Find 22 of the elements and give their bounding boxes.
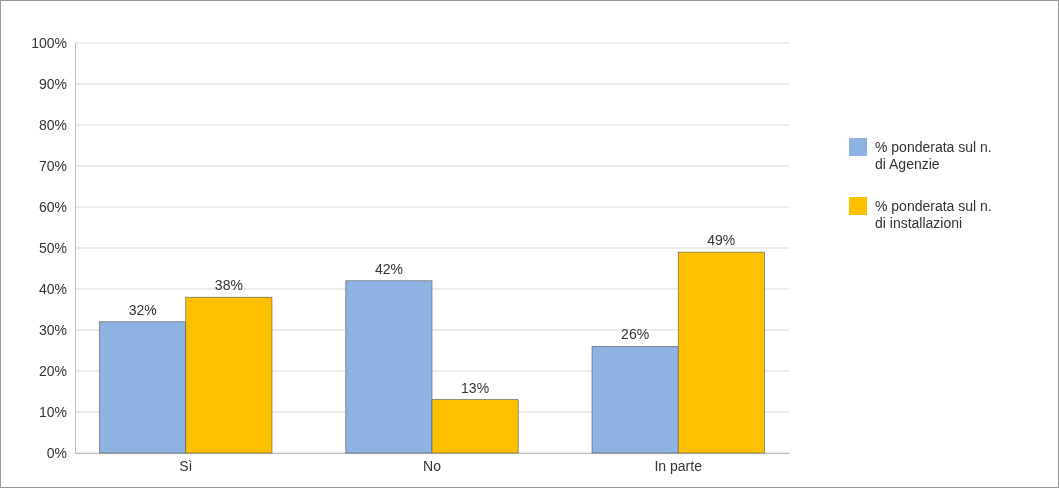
x-tick-label: No — [423, 457, 442, 474]
y-tick-label: 10% — [38, 403, 67, 420]
x-tick-label: In parte — [654, 457, 703, 474]
data-label: 42% — [374, 260, 403, 277]
y-tick-label: 60% — [38, 198, 67, 215]
x-tick-label: Sì — [179, 457, 193, 474]
legend-label: % ponderata sul n. di installazioni — [875, 197, 992, 231]
y-tick-label: 20% — [38, 362, 67, 379]
y-tick-label: 80% — [38, 116, 67, 133]
data-label: 32% — [128, 301, 157, 318]
y-tick-label: 50% — [38, 239, 67, 256]
data-label: 26% — [621, 326, 650, 343]
legend-label: % ponderata sul n. di Agenzie — [875, 138, 992, 172]
y-tick-label: 30% — [38, 321, 67, 338]
data-label: 49% — [707, 232, 736, 249]
y-tick-label: 100% — [31, 34, 67, 51]
data-label: 13% — [461, 379, 490, 396]
y-tick-label: 40% — [38, 280, 67, 297]
y-tick-label: 0% — [46, 444, 67, 461]
y-tick-label: 70% — [38, 157, 67, 174]
y-tick-label: 90% — [38, 75, 67, 92]
data-label: 38% — [214, 277, 243, 294]
